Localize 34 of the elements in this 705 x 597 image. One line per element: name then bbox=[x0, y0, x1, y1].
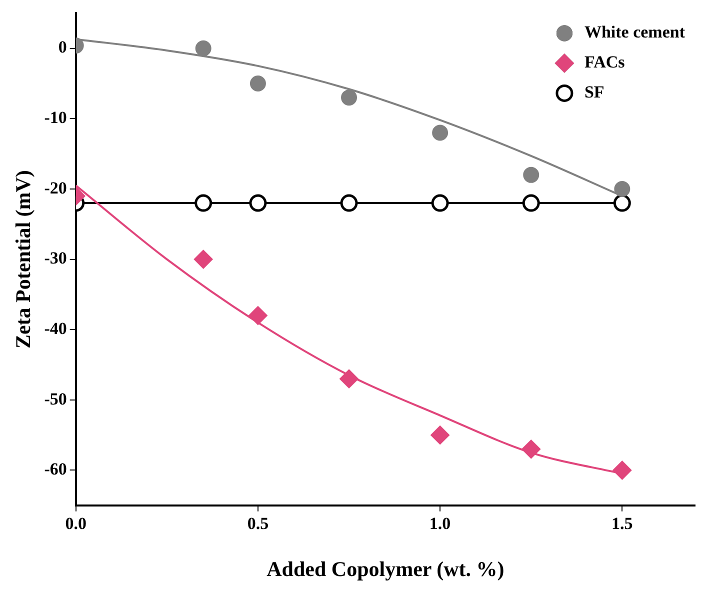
y-tick-label: -40 bbox=[44, 319, 67, 338]
y-tick-label: -30 bbox=[44, 248, 67, 268]
point bbox=[523, 166, 540, 183]
x-tick-label: 1.0 bbox=[429, 514, 451, 533]
legend-label: FACs bbox=[584, 52, 626, 72]
point bbox=[431, 194, 449, 212]
y-tick-label: -50 bbox=[44, 389, 67, 408]
x-tick-label: 0.5 bbox=[247, 514, 269, 533]
point bbox=[250, 76, 266, 92]
y-tick-label: 0 bbox=[58, 38, 67, 57]
y-tick-label: -10 bbox=[44, 108, 67, 128]
x-tick-label: 1.5 bbox=[612, 514, 633, 533]
point bbox=[522, 194, 540, 212]
point bbox=[341, 90, 358, 106]
point bbox=[432, 124, 448, 141]
legend-label: SF bbox=[584, 82, 604, 102]
point bbox=[340, 194, 358, 212]
point bbox=[249, 194, 267, 212]
y-axis-title: Zeta Potential (mV) bbox=[11, 170, 36, 349]
point bbox=[614, 180, 630, 197]
point bbox=[248, 306, 268, 326]
legend-label: White cement bbox=[584, 22, 686, 42]
point bbox=[340, 369, 359, 388]
x-axis-title: Added Copolymer (wt. %) bbox=[266, 556, 504, 581]
point bbox=[194, 194, 212, 212]
point bbox=[522, 440, 541, 459]
point bbox=[613, 194, 631, 212]
point bbox=[195, 40, 212, 56]
x-tick-label: 0.0 bbox=[65, 514, 86, 533]
point bbox=[612, 460, 632, 480]
point bbox=[430, 426, 450, 445]
y-tick-label: -60 bbox=[44, 460, 67, 479]
y-tick-label: -20 bbox=[44, 178, 67, 198]
point bbox=[194, 250, 213, 269]
